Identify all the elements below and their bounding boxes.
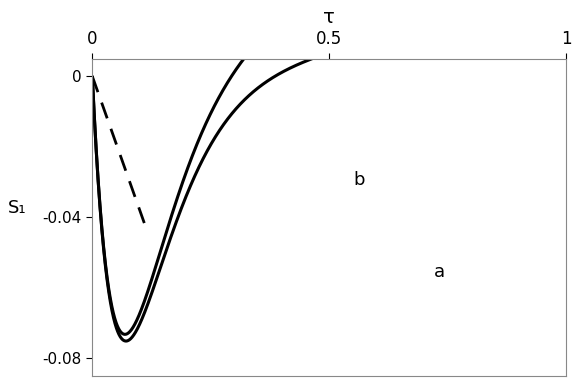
X-axis label: τ: τ	[324, 8, 335, 27]
Text: a: a	[434, 263, 445, 281]
Text: b: b	[353, 172, 365, 189]
Y-axis label: S₁: S₁	[8, 199, 27, 217]
